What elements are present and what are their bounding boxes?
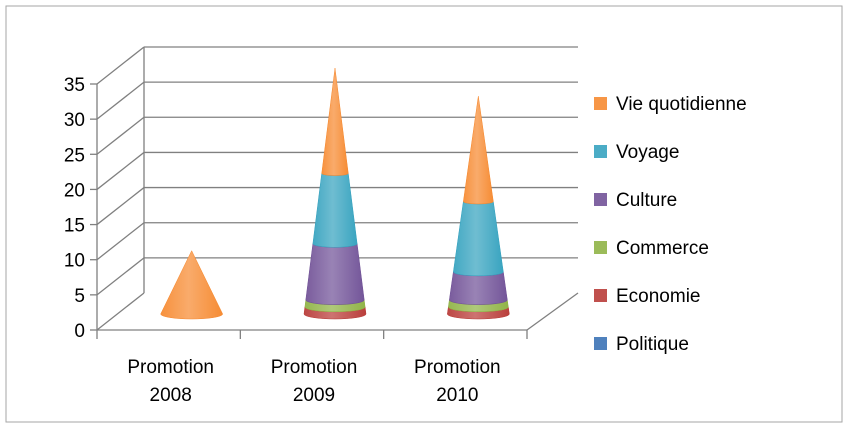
legend-swatch	[594, 97, 607, 110]
legend-swatch	[594, 241, 607, 254]
legend-label: Commerce	[616, 238, 709, 259]
chart-walls	[96, 47, 579, 331]
cone-segment	[160, 250, 223, 320]
legend-label: Voyage	[616, 142, 679, 163]
gridline-depth	[96, 222, 145, 261]
floor-right-edge	[526, 292, 579, 331]
gridline-depth	[96, 292, 145, 331]
x-tick-label: 2008	[150, 385, 192, 406]
x-tick-label: Promotion	[414, 357, 501, 378]
gridline-depth	[96, 187, 145, 226]
y-tick-label: 30	[64, 110, 85, 131]
gridline-depth	[96, 46, 145, 85]
y-tick-label: 35	[64, 75, 85, 96]
x-tick-label: 2009	[293, 385, 335, 406]
y-tick-label: 10	[64, 251, 85, 272]
gridline-depth	[96, 81, 145, 120]
legend-swatch	[594, 193, 607, 206]
cone-segment	[321, 67, 349, 176]
y-tick-label: 0	[74, 321, 85, 342]
gridline-depth	[96, 257, 145, 296]
cone-segment	[463, 96, 494, 205]
gridline-depth	[96, 151, 145, 190]
gridline-depth	[96, 116, 145, 155]
x-axis-labels: Promotion 2008 Promotion 2009 Promotion 2010	[127, 357, 500, 406]
chart-border	[5, 5, 843, 423]
legend-label: Vie quotidienne	[616, 94, 747, 115]
cone-3	[447, 96, 510, 320]
cone-segment	[449, 271, 508, 305]
y-tick-label: 20	[64, 180, 85, 201]
cones	[160, 67, 510, 320]
cone-segment	[305, 243, 365, 305]
legend-label: Economie	[616, 286, 701, 307]
legend-label: Culture	[616, 190, 677, 211]
legend-swatch	[594, 145, 607, 158]
x-tick-label: Promotion	[127, 357, 214, 378]
y-tick-label: 25	[64, 145, 85, 166]
y-tick-label: 15	[64, 216, 85, 237]
cone-1	[160, 250, 223, 320]
y-tick-label: 5	[74, 286, 85, 307]
x-tick-label: Promotion	[271, 357, 358, 378]
legend-swatch	[594, 337, 607, 350]
y-axis-ticks: 0 5 10 15 20 25 30 35	[64, 75, 85, 342]
gridlines	[90, 46, 578, 339]
x-tick-label: 2010	[436, 385, 478, 406]
legend-label: Politique	[616, 334, 689, 355]
legend-swatch	[594, 289, 607, 302]
legend: Vie quotidienne Voyage Culture Commerce Econ…	[594, 94, 747, 355]
cone-2	[303, 67, 367, 320]
